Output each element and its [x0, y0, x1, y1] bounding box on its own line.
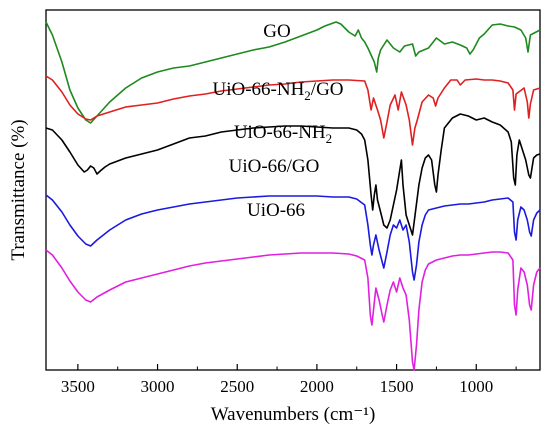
x-ticks: 3500 3000 2500 2000 1500 1000: [61, 364, 517, 396]
x-tick-label-3000: 3000: [141, 377, 175, 396]
curve-label-5: UiO-66: [247, 200, 305, 221]
x-tick-label-1500: 1500: [380, 377, 414, 396]
series-line-2: [45, 75, 541, 146]
plot-frame: [45, 9, 541, 371]
series-line-3: [45, 113, 541, 236]
x-tick-label-3500: 3500: [61, 377, 95, 396]
curve-labels: GO UiO-66-NH2/GO UiO-66-NH2 UiO-66/GO UiO-66: [212, 21, 343, 221]
x-axis-label: Wavenumbers (cm⁻¹): [211, 404, 376, 425]
curve-label-3: UiO-66-NH2: [234, 122, 332, 146]
y-axis-label: Transmittance (%): [8, 119, 29, 260]
series-line-1: [45, 21, 541, 124]
curve-label-1: GO: [263, 21, 290, 42]
x-tick-label-2500: 2500: [220, 377, 254, 396]
x-tick-label-2000: 2000: [300, 377, 334, 396]
series-layer: [45, 21, 541, 371]
series-line-4: [45, 194, 541, 281]
series-line-5: [45, 249, 541, 371]
x-tick-label-1000: 1000: [459, 377, 493, 396]
curve-label-2: UiO-66-NH2/GO: [212, 79, 343, 103]
curve-label-4: UiO-66/GO: [229, 156, 320, 177]
